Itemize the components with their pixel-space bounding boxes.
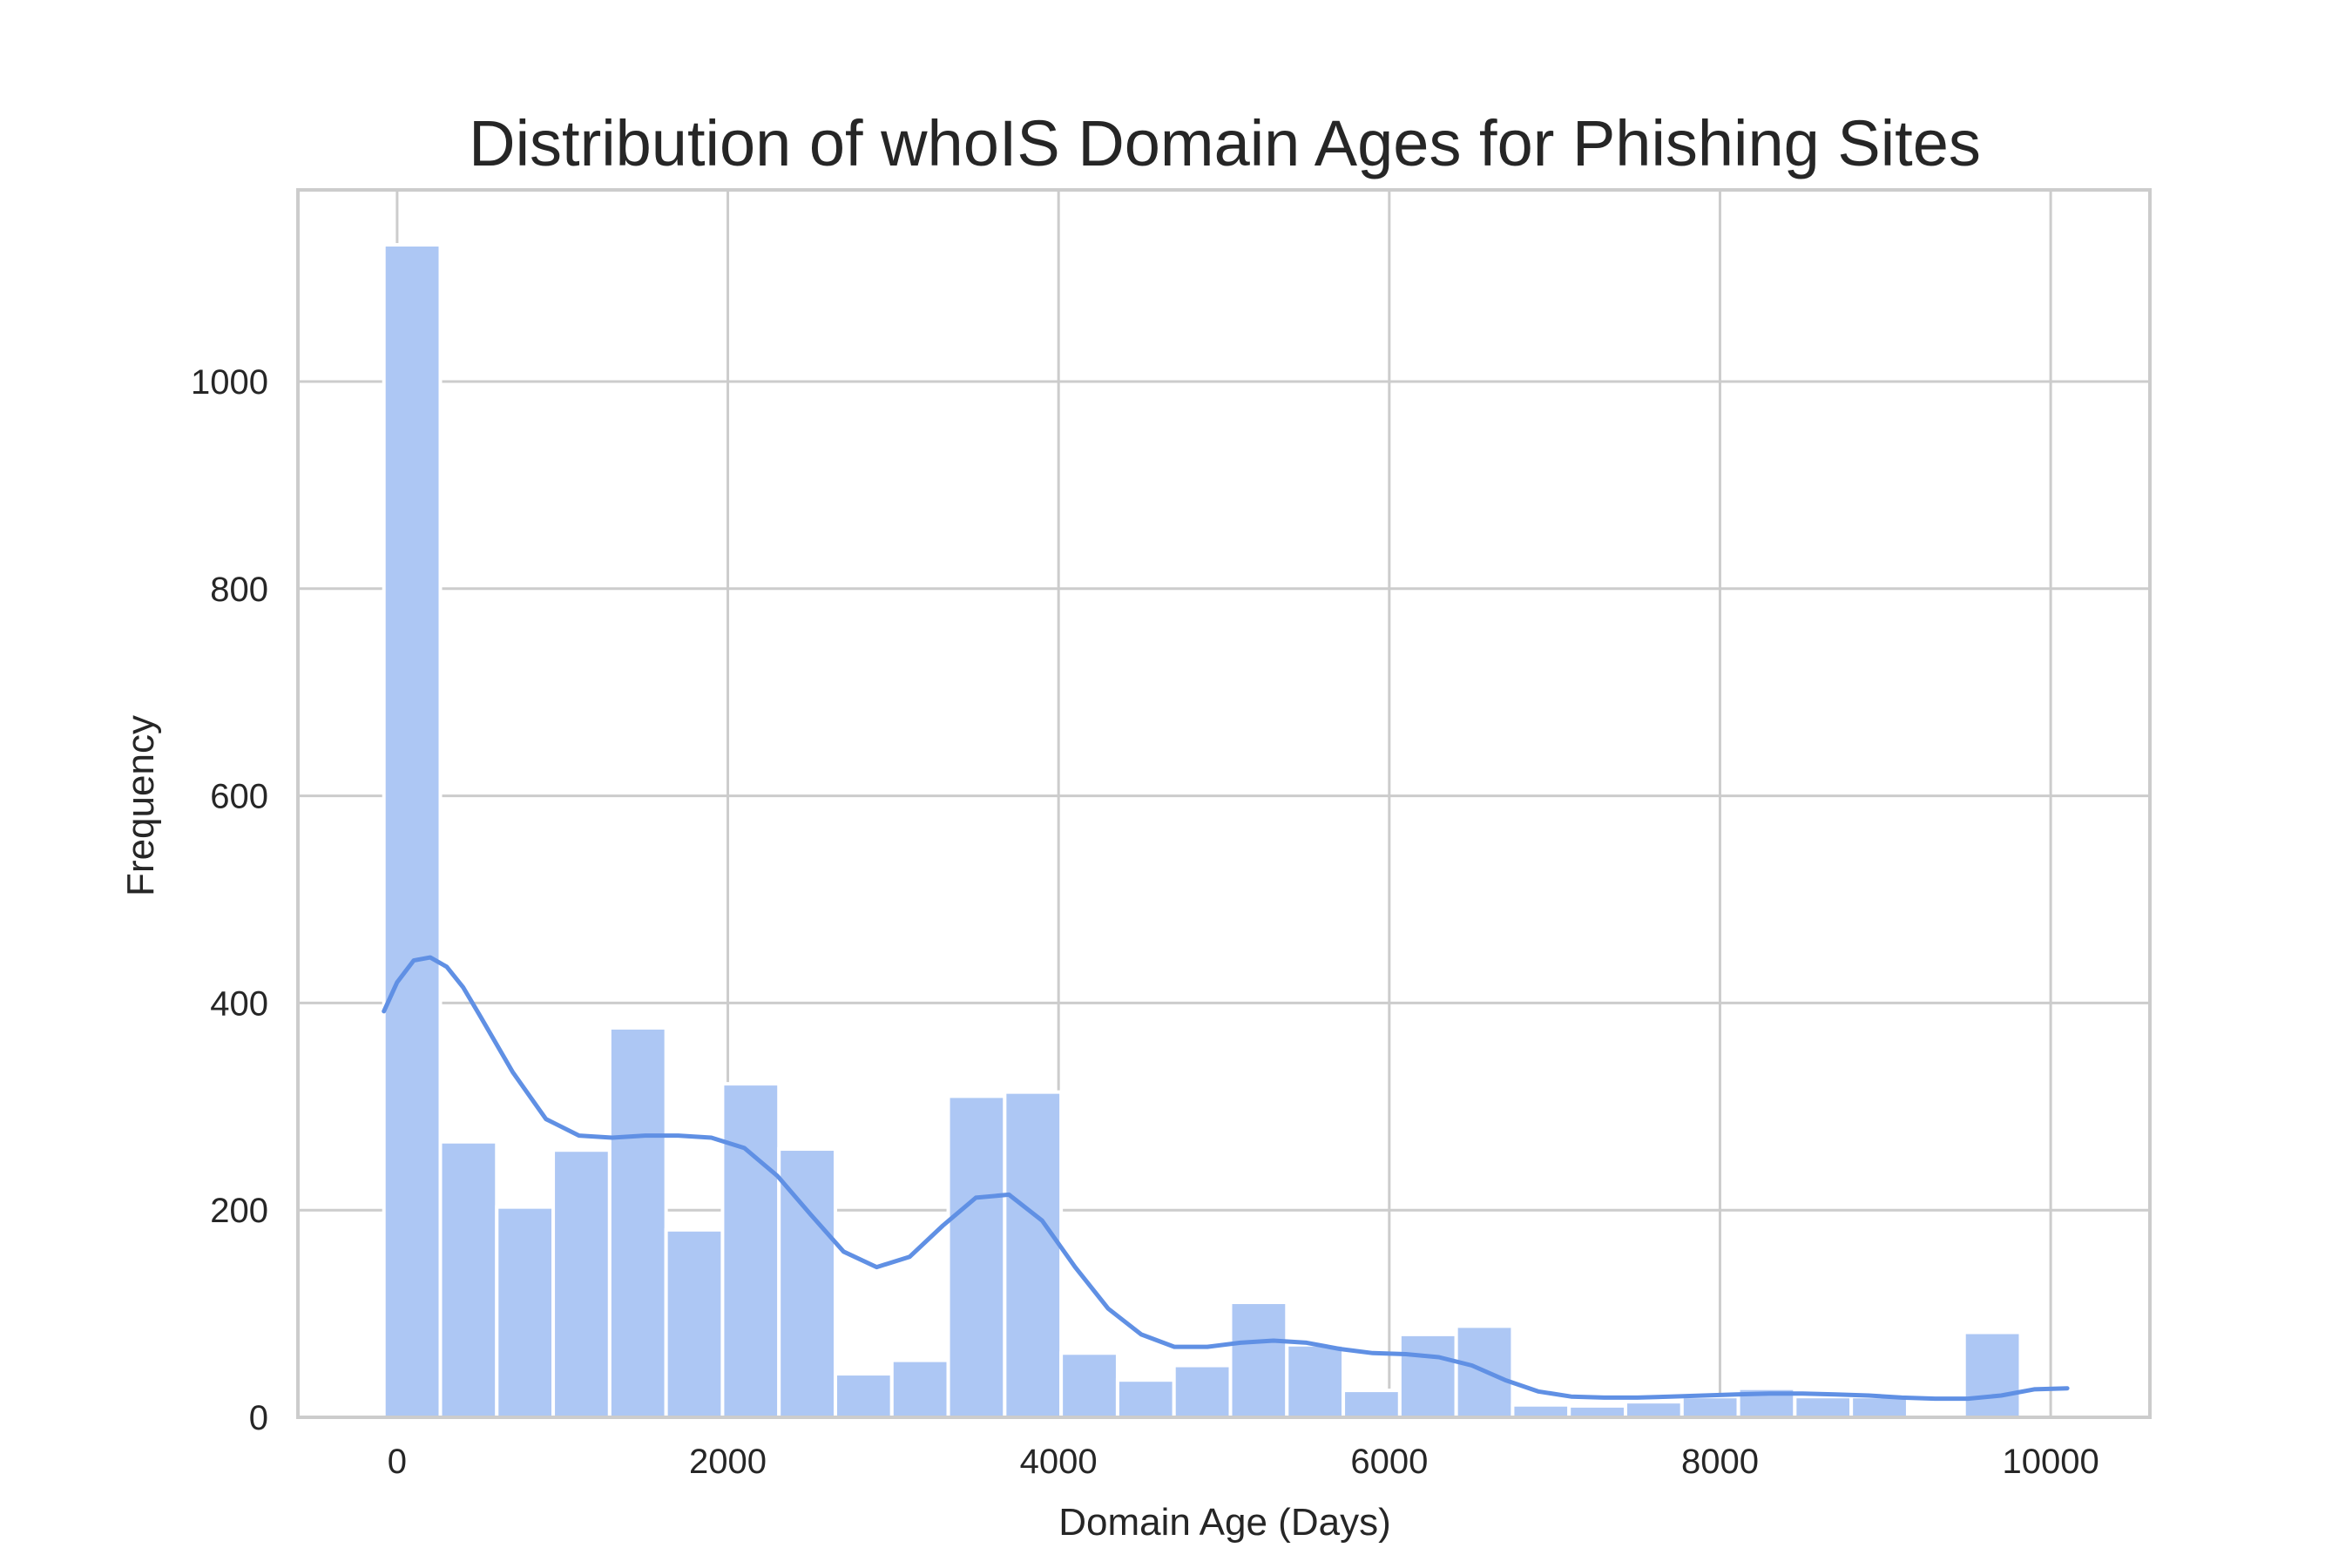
histogram-bar-1 xyxy=(438,1139,499,1419)
histogram-bar-17 xyxy=(1342,1389,1402,1419)
histogram-bar-6 xyxy=(720,1082,781,1419)
histogram-bar-3 xyxy=(551,1148,612,1419)
y-tick-label-4: 800 xyxy=(210,571,268,609)
chart-title: Distribution of whoIS Domain Ages for Ph… xyxy=(469,107,1981,179)
y-tick-label-5: 1000 xyxy=(191,363,268,402)
histogram-bar-13 xyxy=(1115,1378,1176,1420)
kde-density-line xyxy=(382,955,2070,1402)
histogram-bar-25 xyxy=(1793,1395,1854,1419)
x-tick-label-4: 8000 xyxy=(1681,1443,1759,1481)
histogram-bar-26 xyxy=(1849,1395,1909,1419)
y-tick-label-0: 0 xyxy=(249,1399,268,1437)
histogram-bar-2 xyxy=(495,1205,556,1419)
histogram-bar-20 xyxy=(1511,1402,1571,1420)
histogram-bar-16 xyxy=(1285,1342,1346,1420)
histogram-bar-15 xyxy=(1228,1301,1289,1419)
plot-frame xyxy=(296,188,2152,1419)
x-axis-ticks: 0 2000 4000 6000 8000 10000 xyxy=(388,1443,2099,1481)
histogram-bar-23 xyxy=(1680,1395,1740,1419)
y-axis-label: Frequency xyxy=(119,715,162,896)
y-tick-label-1: 200 xyxy=(210,1192,268,1230)
y-tick-label-2: 400 xyxy=(210,984,268,1023)
histogram-bar-12 xyxy=(1059,1351,1119,1419)
histogram-bars xyxy=(382,243,2023,1420)
histogram-bar-22 xyxy=(1624,1400,1684,1419)
histogram-bar-18 xyxy=(1397,1332,1458,1420)
x-tick-label-0: 0 xyxy=(388,1443,407,1481)
histogram-bar-8 xyxy=(833,1372,894,1420)
histogram-bar-14 xyxy=(1172,1363,1233,1420)
x-tick-label-3: 6000 xyxy=(1350,1443,1428,1481)
histogram-bar-28 xyxy=(1962,1330,2023,1420)
x-axis-label: Domain Age (Days) xyxy=(1058,1501,1390,1544)
histogram-bar-5 xyxy=(664,1227,725,1419)
histogram-bar-7 xyxy=(777,1147,837,1420)
x-tick-label-5: 10000 xyxy=(2002,1443,2099,1481)
y-tick-label-3: 600 xyxy=(210,778,268,816)
histogram-bar-11 xyxy=(1003,1090,1064,1420)
x-tick-label-1: 2000 xyxy=(689,1443,767,1481)
histogram-bar-0 xyxy=(382,243,443,1419)
histogram-bar-4 xyxy=(607,1025,668,1420)
histogram-bar-9 xyxy=(889,1358,950,1420)
x-tick-label-2: 4000 xyxy=(1020,1443,1098,1481)
y-axis-ticks: 0 200 400 600 800 1000 xyxy=(191,363,268,1437)
histogram-bar-10 xyxy=(946,1094,1007,1420)
